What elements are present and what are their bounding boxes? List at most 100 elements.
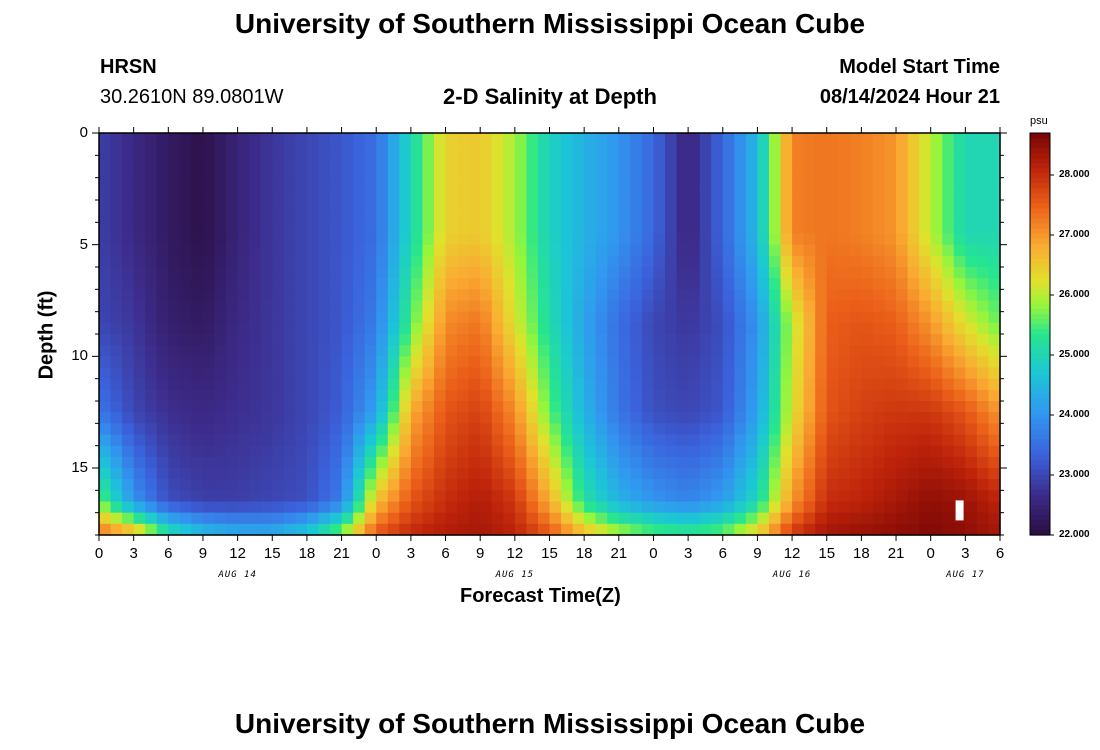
x-tick-label: 6 <box>441 545 450 562</box>
heatmap-cell <box>353 322 366 335</box>
heatmap-cell <box>815 334 828 346</box>
heatmap-cell <box>468 512 481 525</box>
heatmap-cell <box>537 445 551 458</box>
heatmap-cell <box>896 188 909 201</box>
heatmap-cell <box>930 133 943 145</box>
heatmap-cell <box>549 155 562 168</box>
heatmap-cell <box>630 456 643 469</box>
heatmap-cell <box>792 456 805 469</box>
heatmap-cell <box>526 456 539 469</box>
heatmap-cell <box>399 255 412 268</box>
heatmap-cell <box>503 244 516 257</box>
heatmap-cell <box>283 501 296 514</box>
heatmap-cell <box>595 389 608 402</box>
heatmap-cell <box>457 423 470 436</box>
heatmap-cell <box>896 512 909 525</box>
heatmap-cell <box>953 155 966 168</box>
x-tick-label: 21 <box>887 545 905 562</box>
heatmap-cell <box>295 166 308 179</box>
heatmap-cell <box>561 490 574 503</box>
heatmap-cell <box>503 155 516 168</box>
heatmap-cell <box>433 233 447 246</box>
heatmap-cell <box>549 188 562 201</box>
heatmap-cell <box>237 255 250 268</box>
heatmap-cell <box>711 512 724 525</box>
heatmap-cell <box>676 133 689 145</box>
heatmap-cell <box>849 200 862 212</box>
heatmap-cell <box>953 188 966 201</box>
heatmap-cell <box>988 356 1001 369</box>
heatmap-cell <box>607 188 620 201</box>
x-tick-label: 18 <box>575 545 593 562</box>
heatmap-cell <box>480 512 493 525</box>
heatmap-cell <box>838 211 851 223</box>
heatmap-cell <box>561 155 574 168</box>
heatmap-cell <box>768 445 782 458</box>
heatmap-cell <box>237 244 250 257</box>
heatmap-cell <box>861 423 874 436</box>
heatmap-cell <box>861 289 874 302</box>
heatmap-cell <box>676 289 689 302</box>
heatmap-cell <box>618 311 631 324</box>
heatmap-cell <box>445 177 458 190</box>
heatmap-cell <box>942 367 955 380</box>
heatmap-cell <box>896 222 909 235</box>
heatmap-cell <box>306 501 320 514</box>
heatmap-cell <box>711 155 724 168</box>
heatmap-cell <box>99 200 112 212</box>
heatmap-cell <box>433 211 447 223</box>
heatmap-cell <box>953 133 966 145</box>
heatmap-cell <box>768 255 782 268</box>
heatmap-cell <box>191 490 204 503</box>
heatmap-cell <box>445 222 458 235</box>
heatmap-cell <box>433 345 447 357</box>
heatmap-cell <box>191 356 204 369</box>
heatmap-cell <box>965 289 978 302</box>
heatmap-cell <box>156 166 169 179</box>
heatmap-cell <box>630 512 643 525</box>
heatmap-cell <box>249 412 262 424</box>
heatmap-cell <box>976 367 990 380</box>
colorbar-segment <box>1030 379 1050 385</box>
heatmap-cell <box>803 479 816 491</box>
heatmap-cell <box>99 456 112 469</box>
heatmap-cell <box>491 412 504 424</box>
colorbar-segment <box>1030 138 1050 144</box>
heatmap-cell <box>295 334 308 346</box>
heatmap-cell <box>988 300 1001 313</box>
heatmap-cell <box>792 211 805 223</box>
heatmap-cell <box>861 322 874 335</box>
heatmap-cell <box>468 200 481 212</box>
heatmap-cell <box>318 311 331 324</box>
heatmap-cell <box>688 244 701 257</box>
heatmap-cell <box>676 356 689 369</box>
heatmap-cell <box>745 334 759 346</box>
heatmap-cell <box>988 166 1001 179</box>
heatmap-cell <box>445 322 458 335</box>
heatmap-cell <box>919 155 932 168</box>
heatmap-cell <box>491 233 504 246</box>
heatmap-cell <box>734 401 747 413</box>
heatmap-cell <box>849 177 862 190</box>
heatmap-cell <box>653 512 666 525</box>
heatmap-cell <box>364 278 377 290</box>
heatmap-cell <box>942 255 955 268</box>
heatmap-cell <box>514 188 527 201</box>
heatmap-cell <box>584 166 597 179</box>
heatmap-cell <box>919 456 932 469</box>
heatmap-cell <box>826 322 839 335</box>
heatmap-cell <box>907 490 920 503</box>
heatmap-cell <box>110 479 123 491</box>
heatmap-cell <box>780 322 793 335</box>
heatmap-cell <box>249 401 262 413</box>
heatmap-cell <box>445 233 458 246</box>
heatmap-cell <box>214 445 227 458</box>
heatmap-cell <box>919 501 932 514</box>
heatmap-cell <box>872 389 886 402</box>
heatmap-cell <box>930 255 943 268</box>
heatmap-cell <box>745 233 759 246</box>
heatmap-cell <box>191 434 204 447</box>
heatmap-cell <box>491 334 504 346</box>
heatmap-cell <box>988 445 1001 458</box>
heatmap-cell <box>422 166 435 179</box>
